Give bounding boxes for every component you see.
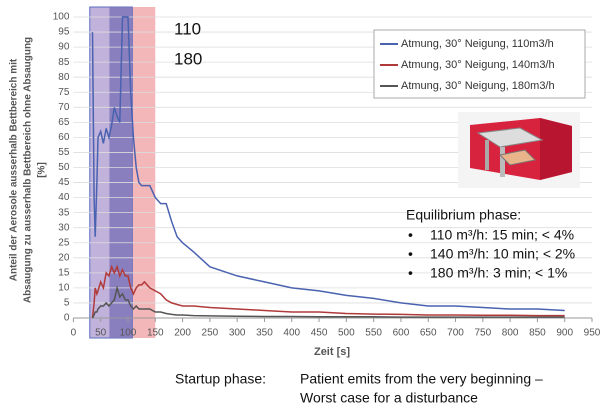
legend: Atmung, 30° Neigung, 110m3/h Atmung, 30° … <box>380 38 555 92</box>
y-tick-label: 60 <box>58 132 70 143</box>
x-tick-label: 500 <box>338 328 355 339</box>
x-tick-label: 800 <box>502 328 519 339</box>
x-axis-label: Zeit [s] <box>314 346 350 358</box>
chart: 0 5 10 15 20 25 30 35 40 45 50 55 60 65 70 75 80 85 90 95 10… <box>0 0 602 408</box>
shaded-area <box>90 7 156 338</box>
annotation: 180 <box>174 49 202 68</box>
x-tick-label: 200 <box>174 328 191 339</box>
y-tick-label: 100 <box>53 12 70 23</box>
y-tick-label: 20 <box>58 252 70 263</box>
x-tick-label: 250 <box>202 328 219 339</box>
legend-label: Atmung, 30° Neigung, 140m3/h <box>401 59 555 71</box>
x-tick-label: 300 <box>229 328 246 339</box>
y-tick-label: 50 <box>58 162 70 173</box>
bullet: • <box>408 227 413 243</box>
x-tick-label: 450 <box>311 328 328 339</box>
x-tick-label: 950 <box>584 328 601 339</box>
x-tick-label: 400 <box>283 328 300 339</box>
y-tick-label: 40 <box>58 192 70 203</box>
bullet: • <box>408 246 413 262</box>
y-tick-label: 80 <box>58 72 70 83</box>
x-tick-label: 900 <box>556 328 573 339</box>
y-tick-label: 70 <box>58 102 70 113</box>
y-tick-label: 65 <box>58 117 70 128</box>
x-tick-label: 350 <box>256 328 273 339</box>
y-tick-label: 35 <box>58 207 70 218</box>
y-tick-label: 55 <box>58 147 70 158</box>
legend-label: Atmung, 30° Neigung, 110m3/h <box>401 38 554 50</box>
x-tick-label: 600 <box>393 328 410 339</box>
y-tick-label: 10 <box>58 283 70 294</box>
x-tick-label: 100 <box>120 328 137 339</box>
equilibrium-title: Equilibrium phase: <box>406 207 521 223</box>
x-tick-label: 0 <box>71 328 77 339</box>
y-axis-label: [%] <box>37 162 48 178</box>
y-tick-label: 45 <box>58 177 70 188</box>
x-tick-label: 150 <box>147 328 164 339</box>
y-tick-label: 5 <box>64 298 70 309</box>
room-illustration <box>458 112 580 188</box>
startup-text: Patient emits from the very beginning – <box>300 371 543 387</box>
y-tick-label: 95 <box>58 27 70 38</box>
y-tick-label: 15 <box>58 267 70 278</box>
x-tick-label: 750 <box>474 328 491 339</box>
y-tick-label: 90 <box>58 42 70 53</box>
annotation: 110 <box>174 19 201 38</box>
x-tick-label: 50 <box>95 328 107 339</box>
y-tick-label: 85 <box>58 57 70 68</box>
y-axis-label: Anteil der Aerosole ausserhalb Bettberei… <box>9 58 20 281</box>
y-tick-label: 75 <box>58 87 70 98</box>
y-tick-label: 30 <box>58 222 70 233</box>
x-tick-label: 550 <box>365 328 382 339</box>
equilibrium-item: 110 m³/h: 15 min; < 4% <box>430 227 574 243</box>
y-tick-label: 25 <box>58 237 70 248</box>
startup-text: Worst case for a disturbance <box>300 390 478 406</box>
equilibrium-item: 140 m³/h: 10 min; < 2% <box>430 246 575 262</box>
y-axis-label: Absaugung zu ausserhalb Bettbereich ohne… <box>23 37 34 303</box>
y-tick-label: 0 <box>64 313 70 324</box>
x-tick-label: 650 <box>420 328 437 339</box>
x-tick-label: 850 <box>529 328 546 339</box>
equilibrium-item: 180 m³/h: 3 min; < 1% <box>430 265 567 281</box>
startup-label: Startup phase: <box>175 371 266 387</box>
bullet: • <box>408 265 413 281</box>
x-tick-label: 700 <box>447 328 464 339</box>
legend-label: Atmung, 30° Neigung, 180m3/h <box>401 80 555 92</box>
